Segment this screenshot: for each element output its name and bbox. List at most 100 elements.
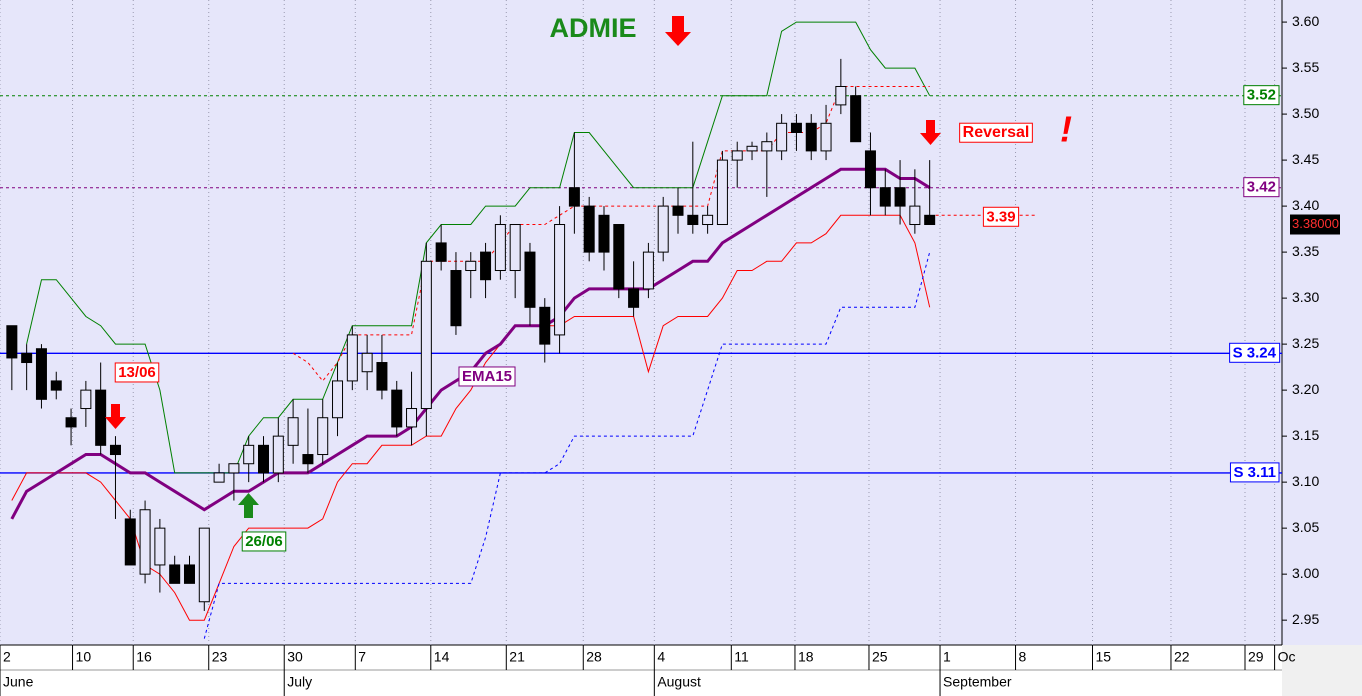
- indicator-line: [26, 21, 931, 474]
- x-tick-label: 1: [943, 649, 951, 665]
- candle-body: [124, 518, 136, 566]
- plot-area: [0, 0, 1282, 645]
- candle-body: [805, 122, 817, 152]
- candle-body: [864, 150, 876, 189]
- candle-body: [332, 380, 344, 419]
- x-tick-label: 15: [1096, 649, 1112, 665]
- level-label: S 3.11: [1233, 464, 1276, 481]
- y-tick-label: 3.10: [1292, 473, 1319, 489]
- candle-body: [139, 509, 151, 575]
- candle-body: [258, 444, 270, 474]
- candle-body: [6, 325, 18, 359]
- y-tick-label: 3.25: [1292, 335, 1319, 351]
- candle-body: [95, 389, 107, 446]
- indicator-line: [203, 251, 931, 639]
- up-arrow: [238, 493, 259, 518]
- label-box: [1243, 85, 1280, 106]
- y-tick-label: 3.05: [1292, 519, 1319, 535]
- candle-body: [657, 205, 669, 253]
- annotation: !: [1060, 109, 1072, 150]
- x-tick-label: 14: [434, 649, 450, 665]
- candle-body: [317, 417, 329, 456]
- candle-body: [361, 352, 373, 373]
- candle-body: [642, 251, 654, 290]
- candle-body: [169, 564, 181, 584]
- y-tick-label: 2.95: [1292, 611, 1319, 627]
- label-box: [241, 531, 287, 552]
- x-tick-label: 18: [798, 649, 814, 665]
- candle-body: [879, 187, 891, 207]
- label-box: [1229, 342, 1281, 363]
- candle-body: [154, 527, 166, 566]
- candle-body: [272, 435, 284, 474]
- last-price-label: 3.38000: [1292, 216, 1339, 231]
- y-tick-label: 3.45: [1292, 151, 1319, 167]
- label-box: [114, 362, 160, 383]
- indicator-line: [11, 214, 931, 621]
- candle-body: [924, 214, 936, 226]
- label-box: [982, 206, 1020, 227]
- x-tick-label: Oc: [1278, 649, 1296, 665]
- level-label: 3.52: [1247, 87, 1276, 104]
- y-tick-label: 3.40: [1292, 197, 1319, 213]
- candle-body: [568, 187, 580, 207]
- label-box: [1229, 462, 1280, 483]
- candle-body: [50, 380, 62, 391]
- month-label: August: [657, 674, 701, 690]
- candle-body: [287, 417, 299, 446]
- annotation: Reversal: [963, 124, 1030, 141]
- x-tick-label: 23: [212, 649, 228, 665]
- candle-body: [376, 362, 388, 391]
- label-box: [458, 366, 516, 387]
- candle-body: [198, 527, 210, 603]
- x-tick-label: 7: [358, 649, 366, 665]
- candle-body: [450, 270, 462, 327]
- candle-body: [790, 122, 802, 133]
- candle-body: [554, 224, 566, 336]
- y-tick-label: 3.35: [1292, 243, 1319, 259]
- candle-body: [406, 408, 418, 428]
- candle-body: [243, 444, 255, 465]
- candle-body: [820, 122, 832, 152]
- candle-body: [746, 145, 758, 152]
- x-tick-label: 28: [586, 649, 602, 665]
- candle-body: [731, 150, 743, 161]
- candle-body: [850, 95, 862, 143]
- x-tick-label: 29: [1248, 649, 1264, 665]
- x-tick-label: 2: [3, 649, 11, 665]
- y-tick-label: 3.50: [1292, 105, 1319, 121]
- candle-body: [435, 242, 447, 262]
- candle-body: [183, 564, 195, 584]
- candle-body: [494, 224, 506, 272]
- candle-body: [21, 352, 33, 364]
- last-price-box: [1290, 214, 1340, 235]
- candle-body: [628, 288, 640, 308]
- candle-body: [672, 205, 684, 216]
- x-tick-label: 21: [509, 649, 525, 665]
- down-arrow: [665, 16, 691, 46]
- x-tick-label: 16: [136, 649, 152, 665]
- candle-body: [716, 159, 728, 226]
- labels: 2.95 3.00 3.05 3.10 3.15 3.20 3.25 3.30 3.35 3.40…: [3, 13, 1340, 690]
- grid: [0, 0, 1287, 696]
- month-label: June: [3, 674, 34, 690]
- candle-body: [302, 454, 314, 465]
- annotation: 13/06: [118, 364, 156, 381]
- candle-body: [228, 463, 240, 474]
- y-axis-area: [1282, 0, 1362, 645]
- y-tick-label: 3.00: [1292, 565, 1319, 581]
- annotation: 26/06: [245, 533, 283, 550]
- candle-body: [909, 205, 921, 226]
- x-tick-label: 8: [1019, 649, 1027, 665]
- candle-body: [761, 141, 773, 152]
- level-label: S 3.24: [1233, 344, 1277, 361]
- x-tick-label: 11: [734, 649, 749, 665]
- x-tick-label: 25: [872, 649, 888, 665]
- candle-body: [613, 224, 625, 290]
- month-label: July: [287, 674, 312, 690]
- candle-body: [35, 348, 47, 400]
- candle-body: [598, 214, 610, 253]
- y-tick-label: 3.55: [1292, 59, 1319, 75]
- y-tick-label: 3.20: [1292, 381, 1319, 397]
